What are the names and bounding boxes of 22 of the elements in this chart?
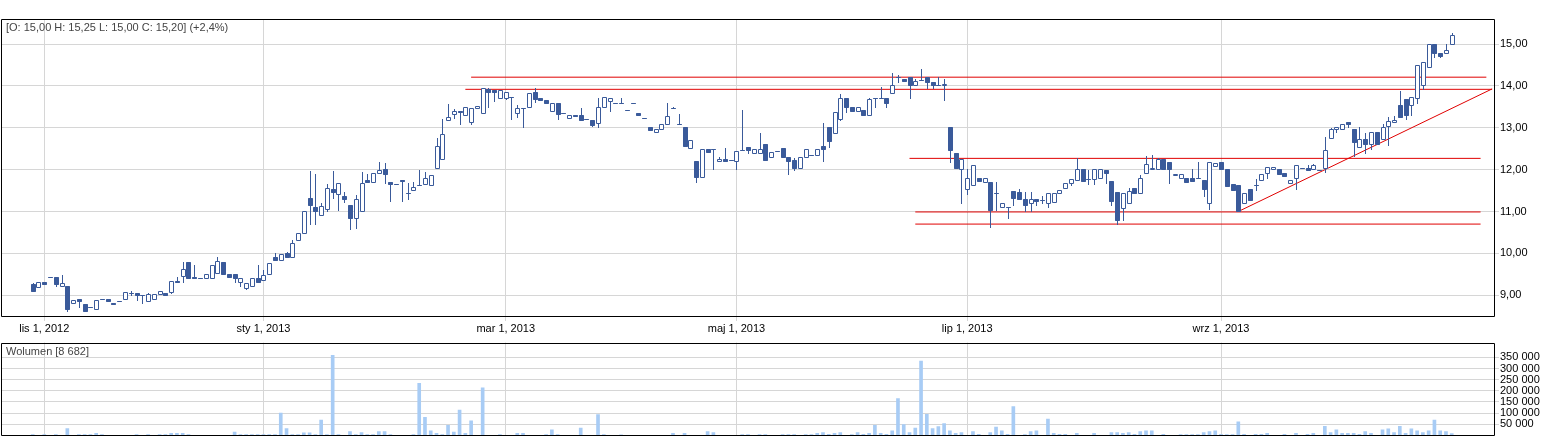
y-tick-label: 300 000 [1500, 361, 1540, 374]
y-tick-label: 150 000 [1500, 394, 1540, 407]
y-tick-label: 100 000 [1500, 406, 1540, 419]
x-tick-label: sty 1, 2013 [236, 321, 291, 334]
y-tick-label: 11,00 [1500, 204, 1527, 217]
y-tick-label: 250 000 [1500, 372, 1540, 385]
x-tick-label: lip 1, 2013 [941, 321, 993, 334]
y-tick-label: 50 000 [1500, 417, 1534, 430]
y-tick-label: 9,00 [1500, 288, 1522, 301]
y-tick-label: 200 000 [1500, 383, 1540, 396]
chart-title: Wolumen [8 682] [6, 345, 89, 358]
y-tick-label: 10,00 [1500, 246, 1528, 259]
y-tick-label: 14,00 [1500, 79, 1528, 91]
x-tick-label: wrz 1, 2013 [1191, 321, 1250, 334]
x-tick-label: lis 1, 2012 [19, 321, 70, 334]
y-tick-label: 12,00 [1500, 162, 1528, 175]
chart-title: [O: 15,00 H: 15,25 L: 15,00 C: 15,20] (+2,4%) [6, 21, 229, 34]
x-tick-label: maj 1, 2013 [707, 321, 766, 334]
x-tick-label: mar 1, 2013 [476, 321, 536, 334]
y-tick-label: 15,00 [1500, 37, 1528, 50]
y-tick-label: 13,00 [1500, 120, 1528, 133]
y-tick-label: 350 000 [1500, 350, 1540, 363]
